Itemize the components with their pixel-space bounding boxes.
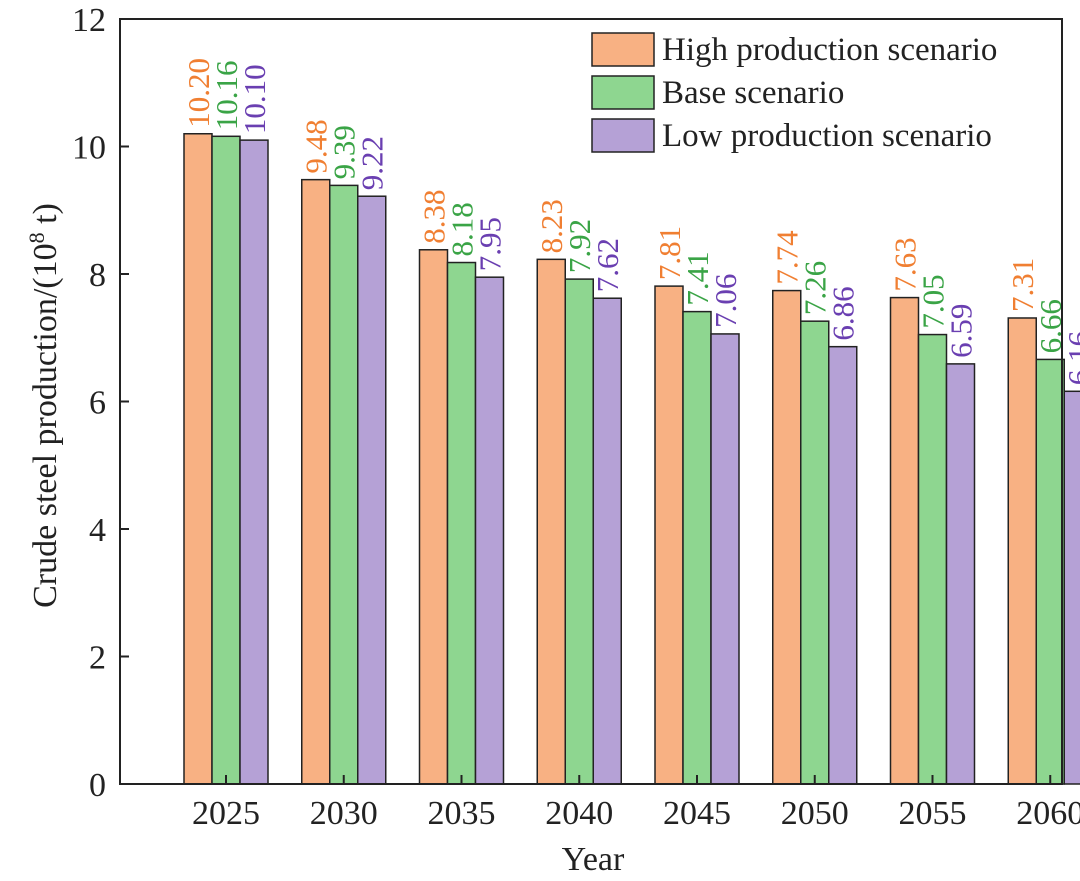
bar-2025-series-3 bbox=[239, 139, 269, 785]
data-label-2025-series-1: 10.20 bbox=[181, 58, 216, 128]
bar-2060-series-3 bbox=[1063, 390, 1080, 785]
bar-2025-series-1 bbox=[183, 133, 213, 785]
y-tick-label: 6 bbox=[89, 385, 106, 422]
x-tick-label-2025: 2025 bbox=[192, 795, 260, 832]
bar-2030-series-1 bbox=[301, 178, 331, 785]
data-label-2055-series-1: 7.63 bbox=[888, 237, 923, 291]
x-tick-label-2050: 2050 bbox=[781, 795, 849, 832]
bar-2045-series-1 bbox=[654, 285, 684, 785]
bar-2035-series-2 bbox=[446, 261, 477, 785]
data-label-2035-series-3: 7.95 bbox=[473, 217, 508, 271]
legend-swatch-series-3 bbox=[591, 118, 655, 153]
bar-2035-series-3 bbox=[474, 276, 505, 785]
bar-2045-series-2 bbox=[682, 310, 712, 785]
x-tick-label-2045: 2045 bbox=[663, 795, 731, 832]
y-tick-label: 4 bbox=[89, 512, 106, 549]
data-label-2025-series-2: 10.16 bbox=[209, 61, 244, 131]
legend-label-series-3: Low production scenario bbox=[662, 118, 992, 154]
bar-2030-series-3 bbox=[357, 195, 387, 785]
data-label-2055-series-3: 6.59 bbox=[944, 304, 979, 358]
x-tick-label-2035: 2035 bbox=[428, 795, 496, 832]
bar-2055-series-2 bbox=[917, 333, 948, 785]
y-tick-label: 0 bbox=[89, 767, 106, 804]
bar-2060-series-1 bbox=[1007, 317, 1037, 785]
bar-2050-series-3 bbox=[828, 345, 858, 785]
bar-2040-series-2 bbox=[564, 278, 594, 785]
x-tick-label-2040: 2040 bbox=[545, 795, 613, 832]
legend-label-series-2: Base scenario bbox=[662, 75, 844, 111]
bar-2055-series-1 bbox=[889, 296, 920, 785]
x-tick-label-2060: 2060 bbox=[1016, 795, 1080, 832]
x-tick-label-2030: 2030 bbox=[310, 795, 378, 832]
bar-2040-series-3 bbox=[592, 297, 622, 785]
data-label-2030-series-1: 9.48 bbox=[299, 119, 334, 173]
data-label-2035-series-2: 8.18 bbox=[445, 202, 480, 256]
bar-2035-series-1 bbox=[418, 249, 449, 785]
y-axis-title-unit: t) bbox=[27, 203, 64, 232]
data-label-2060-series-3: 6.16 bbox=[1061, 331, 1080, 385]
data-label-2035-series-1: 8.38 bbox=[417, 190, 452, 244]
bar-2055-series-3 bbox=[945, 363, 976, 785]
data-label-2040-series-2: 7.92 bbox=[562, 219, 597, 273]
legend-swatch-series-2 bbox=[591, 75, 655, 110]
bar-2040-series-1 bbox=[536, 258, 566, 785]
bars bbox=[183, 133, 1080, 785]
y-tick-label: 12 bbox=[72, 2, 106, 39]
y-axis-title-exponent: 8 bbox=[24, 232, 49, 243]
legend: High production scenario Base scenario Low… bbox=[591, 32, 997, 154]
data-label-2040-series-1: 8.23 bbox=[534, 199, 569, 253]
bar-2050-series-1 bbox=[772, 289, 802, 785]
data-label-2055-series-2: 7.05 bbox=[916, 274, 951, 328]
x-tick-label-2055: 2055 bbox=[899, 795, 967, 832]
data-label-2060-series-1: 7.31 bbox=[1005, 258, 1040, 312]
legend-swatch-series-1 bbox=[591, 32, 655, 67]
bar-2050-series-2 bbox=[800, 320, 830, 785]
x-axis-title: Year bbox=[562, 841, 625, 878]
data-label-2045-series-3: 7.06 bbox=[708, 274, 743, 328]
bar-2025-series-2 bbox=[211, 135, 241, 785]
data-label-2050-series-3: 6.86 bbox=[826, 286, 861, 340]
axes: 0 2 4 6 8 10 12 2025 2030 2035 2040 2045 2050 2055 206… bbox=[72, 2, 1080, 832]
data-label-2030-series-3: 9.22 bbox=[355, 136, 390, 190]
y-axis-title-main: Crude steel production/(10 bbox=[27, 243, 64, 607]
data-label-2050-series-1: 7.74 bbox=[770, 230, 805, 285]
bar-2045-series-3 bbox=[710, 333, 740, 785]
data-label-2025-series-3: 10.10 bbox=[237, 64, 272, 134]
y-tick-label: 2 bbox=[89, 640, 106, 677]
data-label-2040-series-3: 7.62 bbox=[590, 238, 625, 292]
y-tick-label: 10 bbox=[72, 130, 106, 167]
bar-2060-series-2 bbox=[1035, 358, 1065, 785]
bar-2030-series-2 bbox=[329, 184, 359, 785]
data-label-2045-series-1: 7.81 bbox=[652, 226, 687, 280]
y-tick-label: 8 bbox=[89, 257, 106, 294]
data-label-2030-series-2: 9.39 bbox=[327, 125, 362, 179]
legend-label-series-1: High production scenario bbox=[662, 32, 997, 68]
data-label-2045-series-2: 7.41 bbox=[680, 251, 715, 305]
data-label-2050-series-2: 7.26 bbox=[798, 261, 833, 315]
y-axis-title: Crude steel production/(108 t) bbox=[24, 203, 65, 608]
